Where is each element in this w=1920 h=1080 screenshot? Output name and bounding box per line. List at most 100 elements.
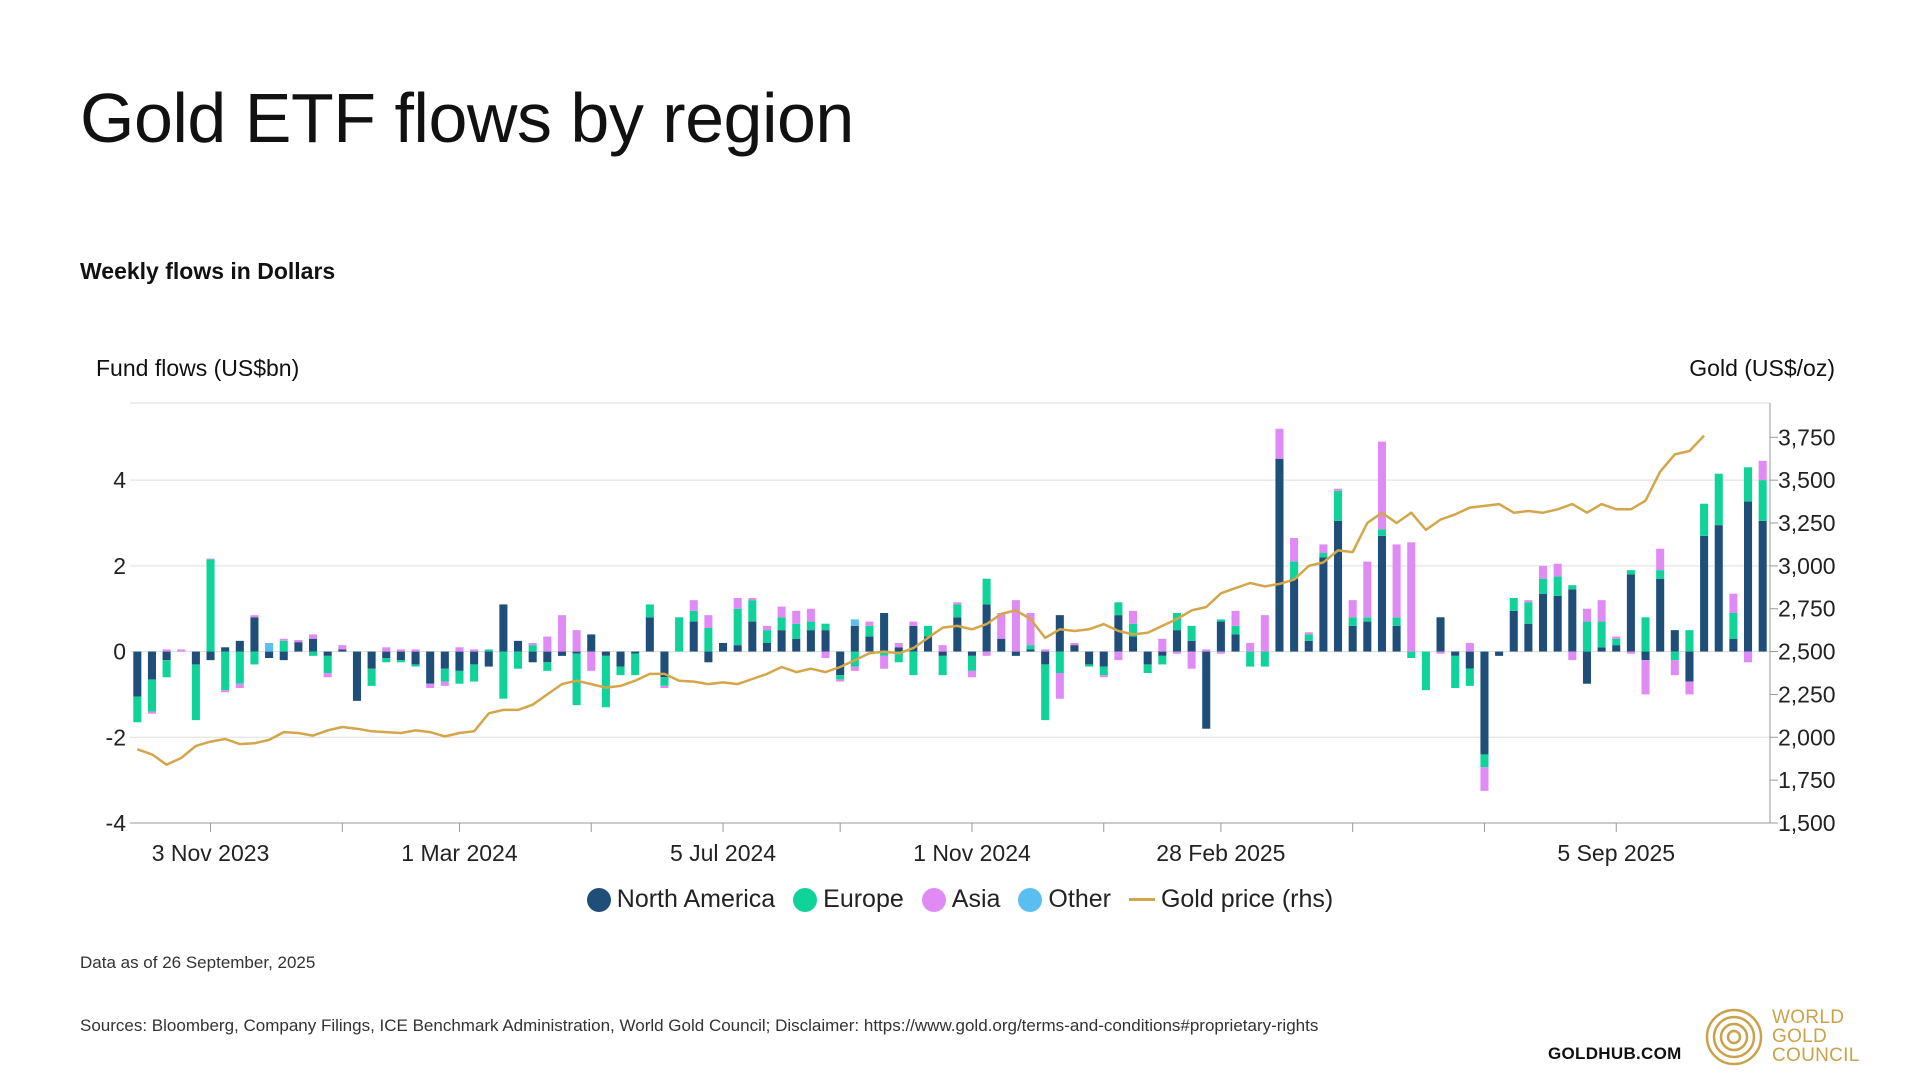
- north-america-swatch-icon: [586, 887, 611, 912]
- x-axis-tick-label: 28 Feb 2025: [1156, 840, 1285, 866]
- bar-europe: [279, 640, 288, 652]
- bar-europe: [221, 651, 230, 691]
- bar-asia: [1348, 600, 1357, 618]
- bar-north-america: [733, 645, 742, 652]
- left-axis-tick-label: 2: [113, 553, 126, 579]
- right-axis-tick-label: 3,000: [1778, 553, 1836, 579]
- bar-asia: [587, 651, 596, 671]
- bar-north-america: [499, 604, 508, 652]
- bar-asia: [997, 613, 1006, 639]
- right-axis-tick-label: 2,500: [1778, 639, 1836, 665]
- bar-europe: [733, 608, 742, 646]
- data-as-of-note: Data as of 26 September, 2025: [80, 953, 316, 972]
- bar-europe: [1231, 625, 1240, 635]
- bar-europe: [470, 664, 479, 682]
- bar-north-america: [484, 651, 493, 667]
- chart-subtitle: Weekly flows in Dollars: [80, 258, 336, 284]
- bar-asia: [1041, 649, 1050, 652]
- bar-asia: [938, 645, 947, 652]
- bar-asia: [953, 602, 962, 605]
- bar-north-america: [309, 638, 318, 652]
- bar-europe: [1187, 625, 1196, 641]
- bar-europe: [133, 696, 142, 723]
- bar-europe: [806, 621, 815, 631]
- bar-asia: [1011, 600, 1020, 652]
- bar-asia: [1553, 563, 1562, 577]
- bar-asia: [1582, 608, 1591, 622]
- bar-north-america: [1451, 651, 1460, 656]
- legend-europe[interactable]: Europe: [793, 885, 904, 914]
- x-axis-tick-label: 5 Jul 2024: [670, 840, 776, 866]
- bar-asia: [470, 649, 479, 652]
- bar-north-america: [206, 651, 215, 661]
- bar-asia: [1465, 643, 1474, 652]
- bar-asia: [1319, 544, 1328, 553]
- legend-north-america[interactable]: North America: [586, 885, 776, 914]
- bar-north-america: [821, 630, 830, 652]
- bar-north-america: [894, 647, 903, 652]
- bar-europe: [704, 628, 713, 652]
- bar-asia: [323, 673, 332, 678]
- bar-north-america: [411, 651, 420, 665]
- bar-europe: [396, 660, 405, 663]
- bar-north-america: [689, 621, 698, 652]
- bar-north-america: [1304, 640, 1313, 652]
- bar-north-america: [587, 634, 596, 652]
- bar-asia: [426, 683, 435, 688]
- bar-north-america: [1085, 651, 1094, 665]
- bar-north-america: [1011, 651, 1020, 656]
- bar-europe: [660, 677, 669, 686]
- left-axis-title: Fund flows (US$bn): [96, 355, 300, 381]
- bar-asia: [1231, 610, 1240, 626]
- bar-other: [265, 643, 274, 652]
- bar-north-america: [1714, 525, 1723, 652]
- bar-north-america: [704, 651, 713, 663]
- bar-north-america: [265, 651, 274, 658]
- bar-north-america: [719, 643, 728, 652]
- bar-asia: [821, 651, 830, 658]
- bar-north-america: [147, 651, 156, 680]
- bar-asia: [572, 630, 581, 652]
- bar-north-america: [1099, 651, 1108, 667]
- bar-europe: [1685, 630, 1694, 652]
- bar-asia: [309, 634, 318, 639]
- bar-north-america: [470, 651, 479, 665]
- bar-asia: [557, 615, 566, 652]
- bar-asia: [704, 615, 713, 628]
- bar-europe: [1465, 668, 1474, 686]
- bar-north-america: [1597, 647, 1606, 652]
- bar-europe: [1085, 664, 1094, 667]
- goldhub-link[interactable]: GOLDHUB.COM: [1548, 1044, 1682, 1063]
- bar-north-america: [880, 613, 889, 652]
- bar-europe: [1568, 585, 1577, 590]
- bar-north-america: [1582, 651, 1591, 684]
- bar-asia: [894, 643, 903, 648]
- bar-north-america: [762, 643, 771, 652]
- bar-asia: [1216, 651, 1225, 654]
- bar-europe: [1656, 570, 1665, 579]
- bar-europe: [1172, 613, 1181, 631]
- bar-europe: [880, 651, 889, 656]
- bar-europe: [675, 617, 684, 652]
- bar-asia: [396, 649, 405, 652]
- right-axis-tick-label: 3,500: [1778, 467, 1836, 493]
- bar-europe: [440, 668, 449, 682]
- bar-europe: [1099, 666, 1108, 676]
- bar-north-america: [133, 651, 142, 697]
- bar-asia: [1407, 542, 1416, 652]
- bar-north-america: [1495, 651, 1504, 656]
- legend-asia[interactable]: Asia: [921, 885, 1000, 914]
- bar-north-america: [616, 651, 625, 667]
- bar-europe: [1290, 561, 1299, 579]
- bar-europe: [1524, 602, 1533, 624]
- bar-europe: [1260, 651, 1269, 667]
- bar-asia: [1685, 681, 1694, 695]
- world-gold-council-wordmark: WORLD GOLD COUNCIL: [1772, 1008, 1860, 1065]
- legend-other[interactable]: Other: [1018, 885, 1111, 914]
- bar-asia: [1246, 643, 1255, 652]
- bar-europe: [836, 675, 845, 680]
- bar-asia: [1626, 651, 1635, 654]
- legend-gold-price[interactable]: Gold price (rhs): [1128, 885, 1333, 914]
- legend-north-america-label: North America: [616, 885, 776, 913]
- bar-north-america: [1216, 621, 1225, 652]
